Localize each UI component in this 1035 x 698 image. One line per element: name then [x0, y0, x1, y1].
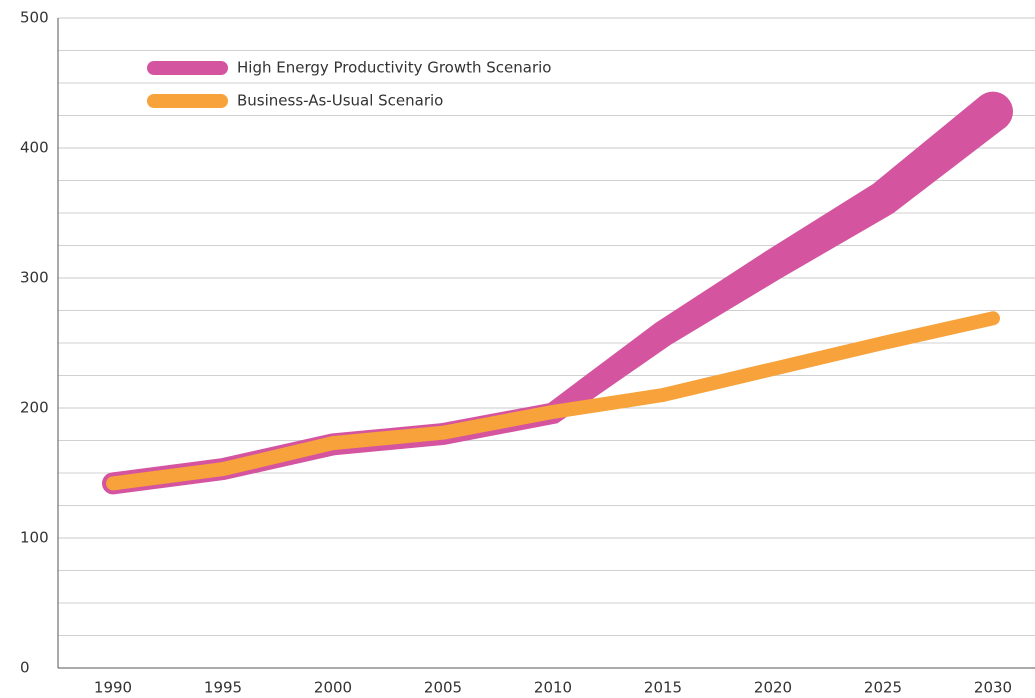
x-tick-label: 2000	[314, 679, 352, 697]
x-tick-label: 2010	[534, 679, 572, 697]
line-series	[111, 95, 1006, 495]
x-tick-label: 1990	[94, 679, 132, 697]
x-tick-label: 2025	[864, 679, 902, 697]
y-tick-label: 200	[20, 399, 49, 417]
y-tick-label: 100	[20, 529, 49, 547]
legend-label: High Energy Productivity Growth Scenario	[237, 59, 552, 77]
x-tick-label: 2030	[974, 679, 1012, 697]
y-tick-label: 500	[20, 9, 49, 27]
legend-label: Business-As-Usual Scenario	[237, 92, 443, 110]
x-tick-label: 1995	[204, 679, 242, 697]
x-tick-label: 2005	[424, 679, 462, 697]
y-tick-label: 0	[20, 659, 30, 677]
y-tick-label: 300	[20, 269, 49, 287]
y-tick-label: 400	[20, 139, 49, 157]
line-cap	[973, 91, 1013, 132]
x-tick-label: 2020	[754, 679, 792, 697]
line-series	[106, 311, 1000, 491]
x-tick-label: 2015	[644, 679, 682, 697]
